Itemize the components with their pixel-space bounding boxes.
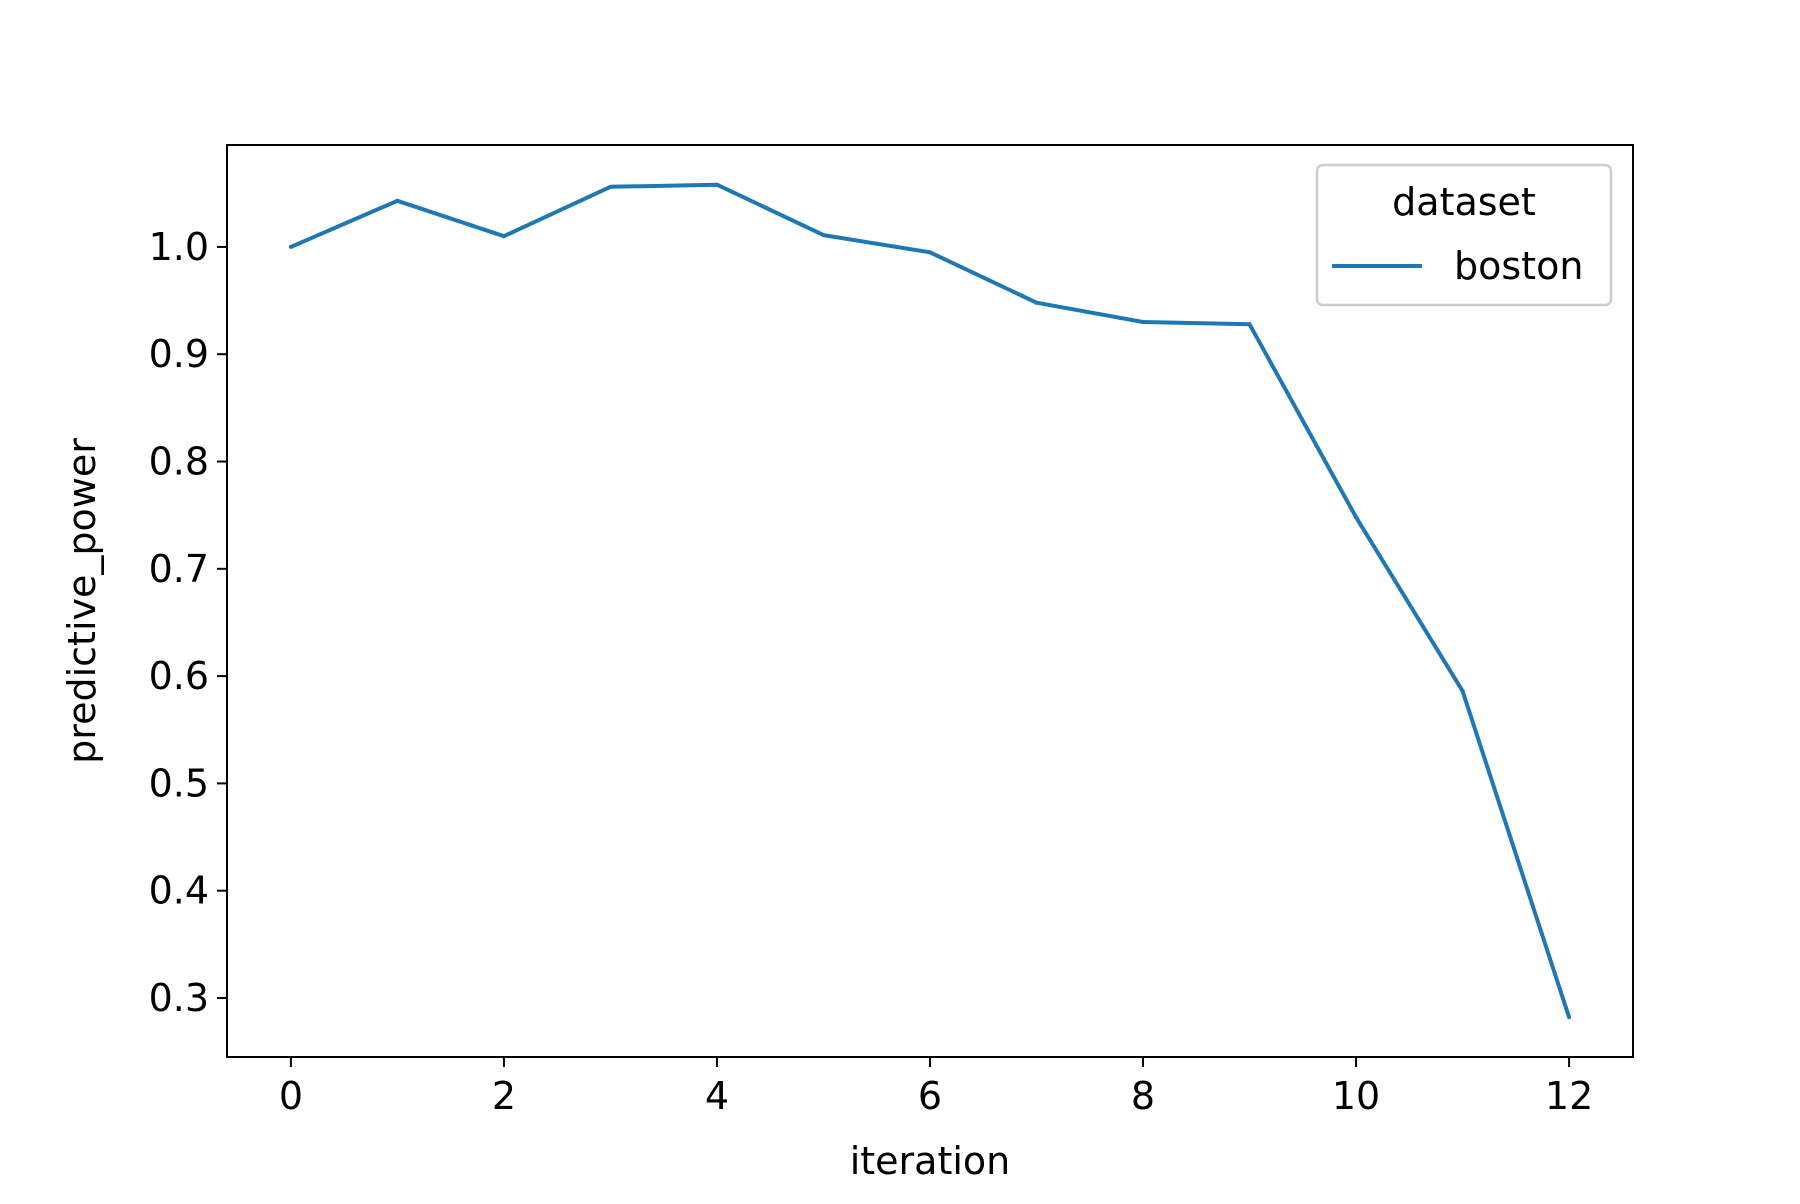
data-point: [1567, 1015, 1572, 1020]
data-point: [1460, 689, 1465, 694]
data-point: [1354, 515, 1359, 520]
x-tick-label: 12: [1545, 1074, 1593, 1118]
y-tick-label: 0.5: [149, 761, 209, 805]
plot-area: [288, 182, 1572, 1020]
x-tick-label: 2: [492, 1074, 516, 1118]
data-point: [928, 250, 932, 255]
x-axis-ticks: 0 2 4 6 8 10 12: [279, 1057, 1593, 1118]
y-axis-label: predictive_power: [60, 438, 104, 764]
data-point: [395, 198, 400, 203]
y-tick-label: 1.0: [149, 225, 209, 269]
x-tick-label: 8: [1131, 1074, 1155, 1118]
y-tick-label: 0.7: [149, 547, 209, 591]
data-point: [1141, 320, 1146, 325]
data-point: [1247, 322, 1252, 327]
data-point: [821, 233, 826, 238]
x-tick-label: 4: [705, 1074, 729, 1118]
legend-label-boston: boston: [1454, 244, 1583, 288]
x-tick-label: 10: [1332, 1074, 1380, 1118]
data-point: [501, 234, 506, 239]
x-tick-label: 6: [918, 1074, 942, 1118]
data-point: [288, 244, 293, 249]
y-tick-label: 0.4: [149, 869, 209, 913]
x-axis-label: iteration: [850, 1139, 1011, 1183]
y-tick-label: 0.6: [149, 654, 209, 698]
legend: dataset boston: [1315, 163, 1613, 307]
legend-title: dataset: [1392, 180, 1536, 224]
x-tick-label: 0: [279, 1074, 303, 1118]
data-point: [1034, 300, 1039, 305]
y-tick-label: 0.8: [149, 440, 209, 484]
data-point: [608, 184, 613, 189]
y-axis-ticks: 0.3 0.4 0.5 0.6 0.7 0.8 0.9 1.0: [149, 225, 227, 1020]
legend-box: [1315, 163, 1613, 307]
y-tick-label: 0.3: [149, 976, 209, 1020]
data-point: [714, 182, 719, 187]
y-tick-label: 0.9: [149, 332, 209, 376]
